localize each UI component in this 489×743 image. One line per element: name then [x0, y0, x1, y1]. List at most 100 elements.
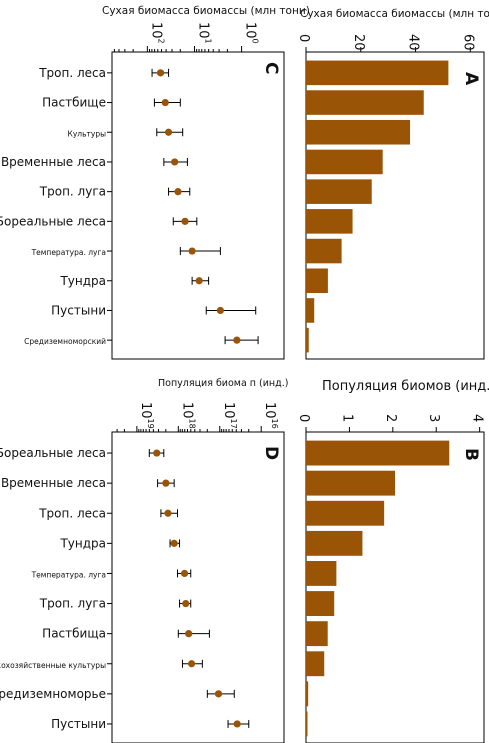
category-label: Культуры	[68, 129, 107, 138]
bar	[306, 470, 395, 496]
bar	[306, 530, 363, 556]
category-label: Троп. луга	[39, 185, 106, 199]
tick-exponent: 17	[229, 419, 238, 429]
bar	[306, 209, 353, 234]
tick-base: 10	[243, 22, 258, 39]
category-label: Временные леса	[1, 155, 106, 169]
tick-label: 1	[339, 414, 354, 422]
panel-c: C Сухая биомасса биомассы (млн тонн) 100…	[0, 5, 310, 360]
category-label: Тундра	[59, 536, 106, 550]
category-label: Пустыни	[51, 303, 106, 317]
tick-label: 2	[383, 414, 398, 422]
bar	[306, 119, 411, 145]
data-point	[180, 569, 189, 578]
tick-label: 1016	[262, 402, 279, 429]
tick-exponent: 0	[251, 39, 260, 44]
data-point	[153, 449, 161, 457]
panel-b: B Популяция биомов (инд. ×1018) 0 1 2 3 4	[296, 379, 489, 743]
panel-b-axis-label: Популяция биомов (инд. ×1018)	[322, 379, 489, 394]
data-point	[233, 336, 241, 344]
panel-a-axis-label: Сухая биомасса биомассы (млн тонн)	[300, 8, 489, 20]
data-point	[182, 599, 190, 608]
bar	[306, 90, 424, 115]
category-label: Пастбища	[42, 627, 106, 641]
tick-label: 0	[296, 414, 311, 422]
category-label: Бореальные леса	[0, 446, 106, 460]
panel-c-axis-label: Сухая биомасса биомассы (млн тонн)	[102, 5, 310, 17]
tick-label: 101	[195, 22, 212, 44]
panel-b-letter: B	[461, 448, 481, 461]
data-point	[162, 479, 170, 487]
tick-base: 10	[138, 402, 153, 419]
bar	[306, 179, 372, 204]
category-label: Средиземноморский	[24, 337, 106, 346]
tick-base: 10	[262, 402, 277, 419]
bar	[306, 711, 308, 737]
category-label: Средиземноморье	[0, 687, 106, 701]
bar	[306, 651, 325, 677]
category-label: Пастбище	[42, 96, 106, 110]
category-label: Пустыни	[51, 717, 106, 731]
data-point	[164, 509, 172, 517]
bar	[306, 681, 309, 707]
bar	[306, 500, 385, 526]
panel-a-letter: A	[461, 72, 481, 86]
panel-c-letter: C	[261, 62, 281, 74]
data-point	[187, 660, 196, 668]
data-point	[195, 277, 203, 285]
tick-base: 10	[195, 22, 210, 39]
category-label: Троп. луга	[39, 597, 106, 611]
tick-exponent: 1	[203, 39, 212, 44]
data-point	[188, 247, 196, 255]
tick-label: 100	[243, 22, 260, 44]
bar	[306, 268, 328, 294]
tick-exponent: 16	[270, 419, 279, 429]
data-point	[170, 539, 178, 547]
data-point	[171, 158, 179, 166]
tick-label: 1017	[221, 402, 238, 429]
bar	[306, 440, 450, 466]
tick-label: 102	[148, 22, 165, 44]
tick-label: 1018	[179, 402, 196, 429]
data-point	[216, 306, 224, 315]
bar	[306, 327, 309, 353]
bar	[306, 149, 383, 175]
category-label: Бореальные леса	[0, 214, 106, 228]
tick-label: 60	[460, 34, 475, 51]
tick-exponent: 2	[156, 39, 165, 44]
data-point	[174, 188, 182, 196]
bar	[306, 621, 328, 647]
bar	[306, 60, 449, 86]
data-point	[161, 98, 169, 107]
data-point	[164, 128, 173, 136]
bar	[306, 591, 335, 616]
tick-label: 4	[470, 414, 485, 422]
tick-exponent: 19	[146, 419, 155, 429]
tick-label: 0	[296, 34, 311, 42]
tick-base: 10	[148, 22, 163, 39]
panel-a: A Сухая биомасса биомассы (млн тонн) 0 20…	[296, 8, 489, 360]
tick-label: 1019	[138, 402, 155, 429]
tick-label: 3	[426, 414, 441, 422]
category-label: Троп. леса	[38, 66, 106, 80]
category-label: Температура. луга	[31, 248, 106, 257]
data-point	[214, 690, 223, 698]
tick-base: 10	[179, 402, 194, 419]
category-label: Троп. леса	[38, 506, 106, 520]
category-label: Сельскохозяйственные культуры	[0, 661, 106, 670]
tick-label: 20	[351, 34, 366, 51]
data-point	[156, 69, 165, 77]
bar	[306, 238, 342, 264]
panel-d: D Популяция биома п (инд.) 1016101710181…	[0, 378, 288, 743]
category-label: Тундра	[59, 274, 106, 288]
category-label: Температура. луга	[31, 570, 106, 579]
data-point	[185, 630, 193, 638]
panel-d-axis-label: Популяция биома п (инд.)	[158, 378, 288, 389]
tick-label: 40	[406, 34, 421, 51]
panel-d-letter: D	[261, 446, 281, 460]
data-point	[181, 217, 189, 225]
bar	[306, 561, 337, 586]
category-label: Временные леса	[1, 476, 106, 490]
data-point	[233, 720, 241, 728]
